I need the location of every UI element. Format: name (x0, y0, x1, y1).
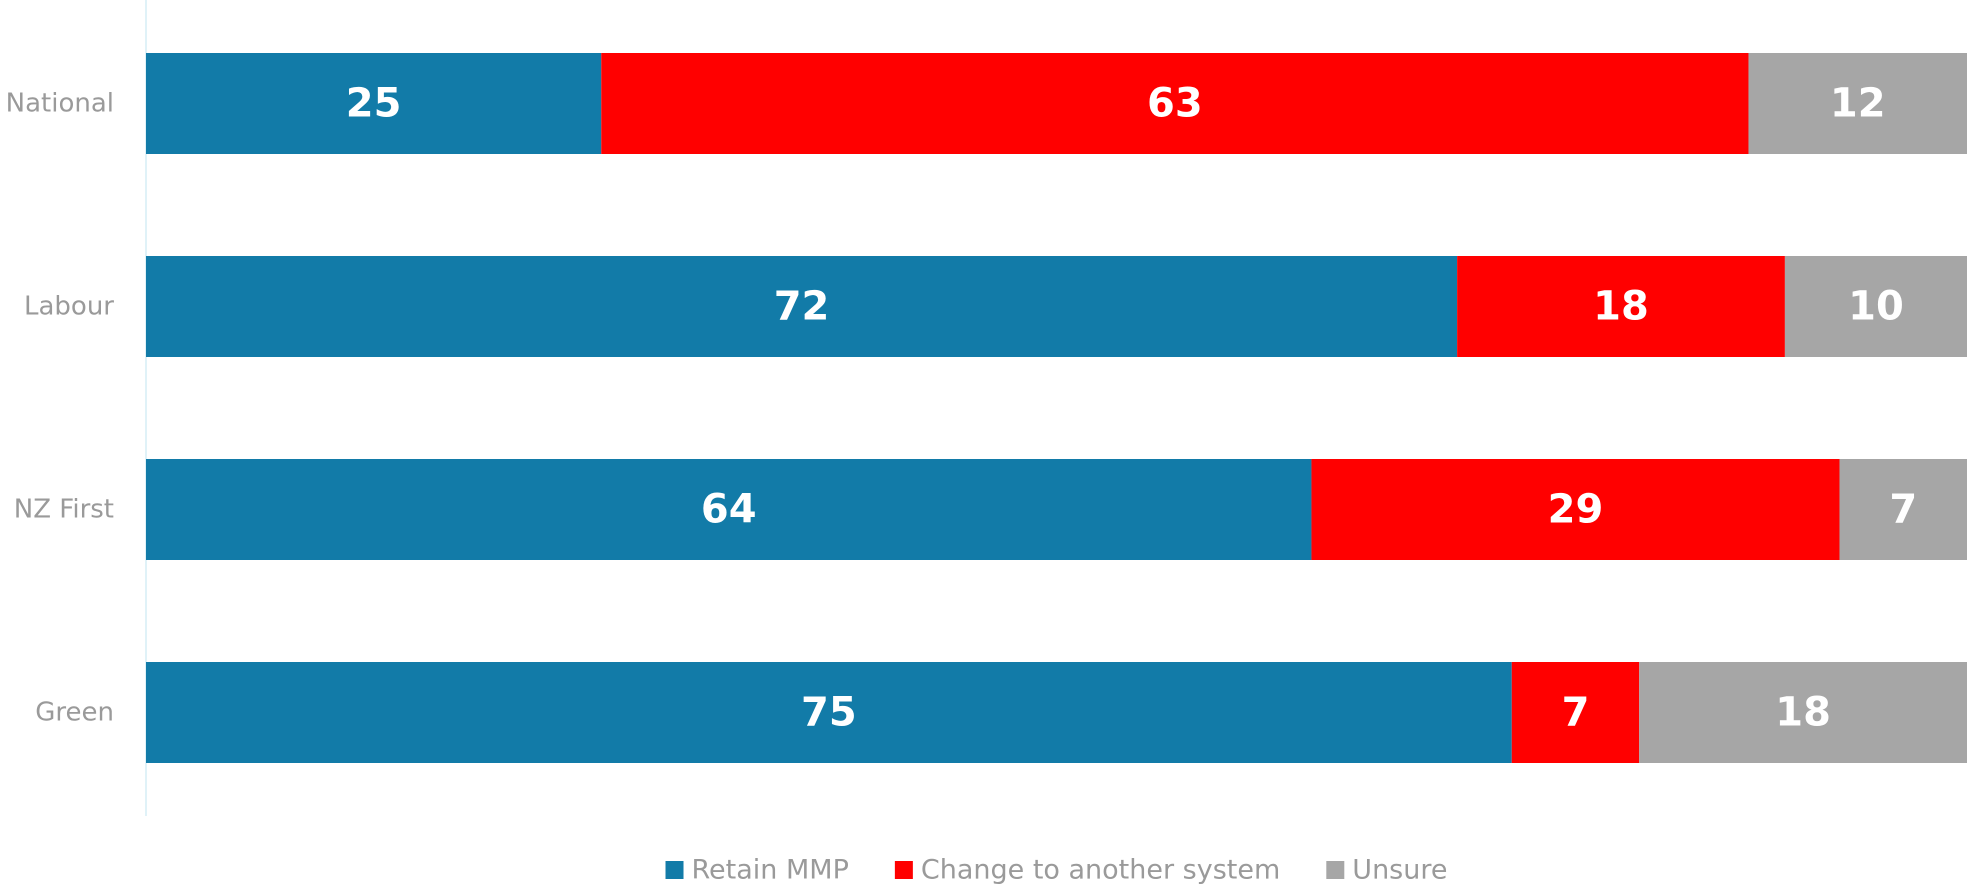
bar-nz-first-change-to-another-system (1311, 459, 1840, 560)
data-label-green-change-to-another-system: 7 (1562, 690, 1590, 736)
legend: Retain MMP Change to another system Unsure (665, 855, 1447, 886)
category-label-nz-first: NZ First (14, 495, 114, 525)
legend-item-unsure: Unsure (1326, 855, 1447, 886)
legend-swatch-unsure (1326, 861, 1345, 879)
data-label-nz-first-change-to-another-system: 29 (1548, 487, 1604, 533)
bar-national-retain-mmp (146, 53, 602, 154)
legend-swatch-change-to-another-system (894, 861, 913, 879)
data-label-green-unsure: 18 (1775, 690, 1831, 736)
legend-item-retain-mmp: Retain MMP (665, 855, 849, 886)
bar-labour-retain-mmp (146, 256, 1458, 357)
data-label-labour-change-to-another-system: 18 (1593, 284, 1649, 330)
bar-nz-first-unsure (1839, 459, 1967, 560)
data-label-nz-first-retain-mmp: 64 (701, 487, 757, 533)
category-label-green: Green (35, 698, 114, 728)
data-label-labour-unsure: 10 (1848, 284, 1904, 330)
category-label-labour: Labour (24, 292, 114, 322)
data-label-nz-first-unsure: 7 (1889, 487, 1917, 533)
legend-item-change-to-another-system: Change to another system (894, 855, 1280, 886)
category-labels: National Labour NZ First Green (6, 89, 115, 728)
bars-layer (146, 53, 1967, 763)
bar-green-retain-mmp (146, 662, 1512, 763)
bar-green-unsure (1639, 662, 1967, 763)
data-label-national-retain-mmp: 25 (346, 81, 402, 127)
bar-national-unsure (1748, 53, 1967, 154)
bar-nz-first-retain-mmp (146, 459, 1312, 560)
bar-labour-change-to-another-system (1457, 256, 1785, 357)
legend-swatch-retain-mmp (665, 861, 684, 879)
legend-label-retain-mmp: Retain MMP (692, 855, 849, 886)
legend-label-unsure: Unsure (1352, 855, 1447, 886)
category-label-national: National (6, 89, 114, 119)
bar-national-change-to-another-system (601, 53, 1749, 154)
data-label-green-retain-mmp: 75 (801, 690, 857, 736)
data-labels: 25 63 12 72 18 10 64 29 7 75 7 18 (346, 81, 1917, 736)
data-label-national-change-to-another-system: 63 (1147, 81, 1203, 127)
data-label-labour-retain-mmp: 72 (774, 284, 830, 330)
legend-label-change-to-another-system: Change to another system (921, 855, 1280, 886)
bar-green-change-to-another-system (1511, 662, 1640, 763)
data-label-national-unsure: 12 (1830, 81, 1886, 127)
bar-labour-unsure (1784, 256, 1967, 357)
